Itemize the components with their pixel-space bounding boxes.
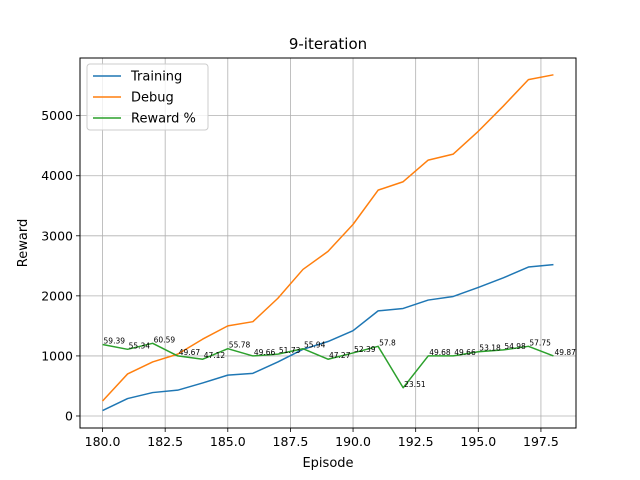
x-tick-label: 187.5 (273, 434, 309, 449)
series-layer (101, 74, 554, 412)
x-tick-label: 195.0 (460, 434, 496, 449)
data-label: 57.8 (379, 338, 396, 347)
x-tick-label: 190.0 (335, 434, 371, 449)
data-label: 55.34 (129, 341, 151, 350)
data-label: 53.18 (479, 344, 501, 353)
series-line-reward (102, 342, 554, 389)
legend-label-training: Training (130, 70, 182, 85)
data-label: 60.59 (154, 335, 176, 344)
x-tick-label: 185.0 (210, 434, 246, 449)
data-label: 47.12 (204, 351, 226, 360)
data-label: 47.27 (329, 351, 351, 360)
y-axis: 0 1000 2000 3000 4000 5000 (41, 108, 80, 423)
y-tick-label: 2000 (41, 288, 73, 303)
y-tick-label: 5000 (41, 108, 73, 123)
x-tick-label: 197.5 (523, 434, 559, 449)
legend-label-debug: Debug (131, 91, 174, 106)
x-axis: 180.0 182.5 185.0 187.5 190.0 192.5 195.0 197.5 (85, 428, 559, 449)
y-tick-label: 3000 (41, 228, 73, 243)
data-label: 52.39 (354, 345, 376, 354)
series-line-training (102, 263, 554, 412)
data-label: 49.67 (179, 348, 201, 357)
x-tick-label: 180.0 (85, 434, 121, 449)
y-tick-label: 0 (65, 408, 73, 423)
data-label: 49.66 (254, 348, 276, 357)
data-label: 54.98 (504, 342, 526, 351)
x-axis-label: Episode (302, 456, 353, 471)
data-label: 59.39 (104, 337, 126, 346)
x-tick-label: 182.5 (147, 434, 183, 449)
x-tick-label: 192.5 (398, 434, 434, 449)
data-label: 57.75 (529, 338, 551, 347)
data-label: 49.87 (554, 348, 576, 357)
series-line-debug (101, 74, 554, 402)
chart-title: 9-iteration (289, 35, 367, 53)
y-tick-label: 1000 (41, 348, 73, 363)
data-label: 51.73 (279, 346, 301, 355)
legend-box (86, 63, 209, 131)
legend: Training Debug Reward % (86, 63, 209, 131)
data-label: 49.68 (429, 348, 451, 357)
data-label: 23.51 (404, 380, 426, 389)
legend-label-reward: Reward % (131, 112, 196, 127)
y-axis-label: Reward (16, 219, 31, 267)
y-tick-label: 4000 (41, 168, 73, 183)
plot-frame (79, 57, 577, 429)
data-label: 55.78 (229, 341, 251, 350)
data-label: 55.94 (304, 341, 326, 350)
data-label: 49.66 (454, 348, 476, 357)
grid-lines (80, 58, 576, 428)
